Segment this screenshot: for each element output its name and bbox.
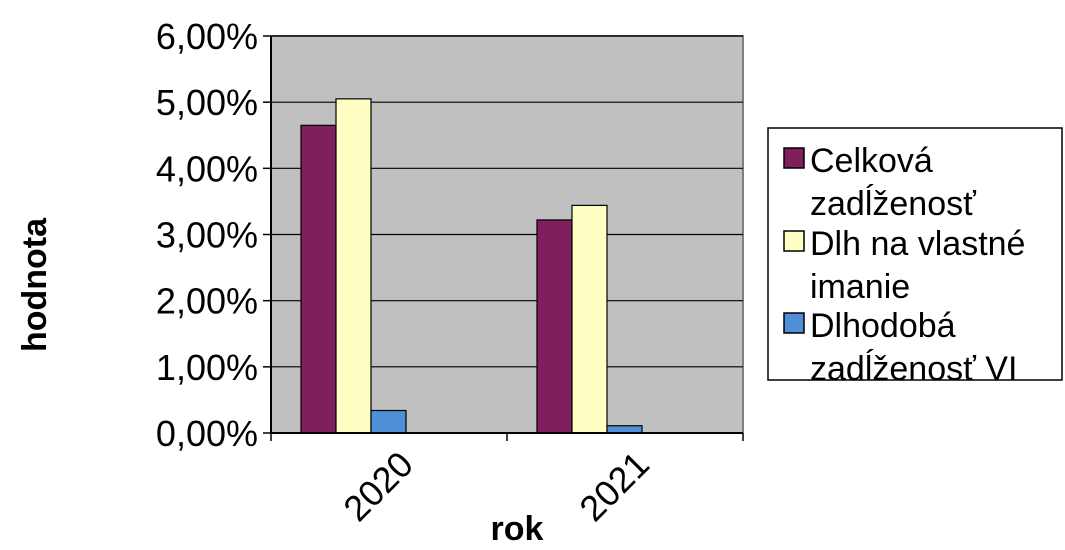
x-tick-label: 2021 xyxy=(571,443,657,529)
y-tick-labels: 0,00% 1,00% 2,00% 3,00% 4,00% 5,00% 6,00% xyxy=(156,16,258,454)
bars xyxy=(300,98,643,434)
bar xyxy=(571,204,608,434)
legend-label: Celková xyxy=(810,142,933,180)
legend-label: zadĺženosť VI xyxy=(810,349,1017,388)
y-tick-label: 6,00% xyxy=(156,16,258,57)
bar xyxy=(536,219,573,434)
legend-box xyxy=(767,127,1063,381)
bar xyxy=(335,98,372,434)
y-axis-title: hodnota xyxy=(16,217,54,352)
bar xyxy=(300,124,337,434)
y-tick-label: 1,00% xyxy=(156,347,258,388)
x-axis-title: rok xyxy=(491,510,544,548)
legend-label: Dlh na vlastné xyxy=(810,225,1025,263)
legend-label: Dlhodobá xyxy=(810,307,956,345)
legend-swatch xyxy=(783,147,805,169)
legend-swatch xyxy=(783,312,805,334)
legend-label: zadĺženosť xyxy=(810,184,977,223)
axes xyxy=(270,36,743,434)
y-tick-label: 4,00% xyxy=(156,148,258,189)
bar xyxy=(606,425,643,434)
y-tick-label: 0,00% xyxy=(156,413,258,454)
y-tick-label: 2,00% xyxy=(156,281,258,322)
legend-swatch xyxy=(783,230,805,252)
bar xyxy=(370,409,407,434)
legend-label: imanie xyxy=(810,268,910,306)
y-tick-label: 5,00% xyxy=(156,82,258,123)
x-tick-label: 2020 xyxy=(335,443,421,529)
y-tick-label: 3,00% xyxy=(156,215,258,256)
